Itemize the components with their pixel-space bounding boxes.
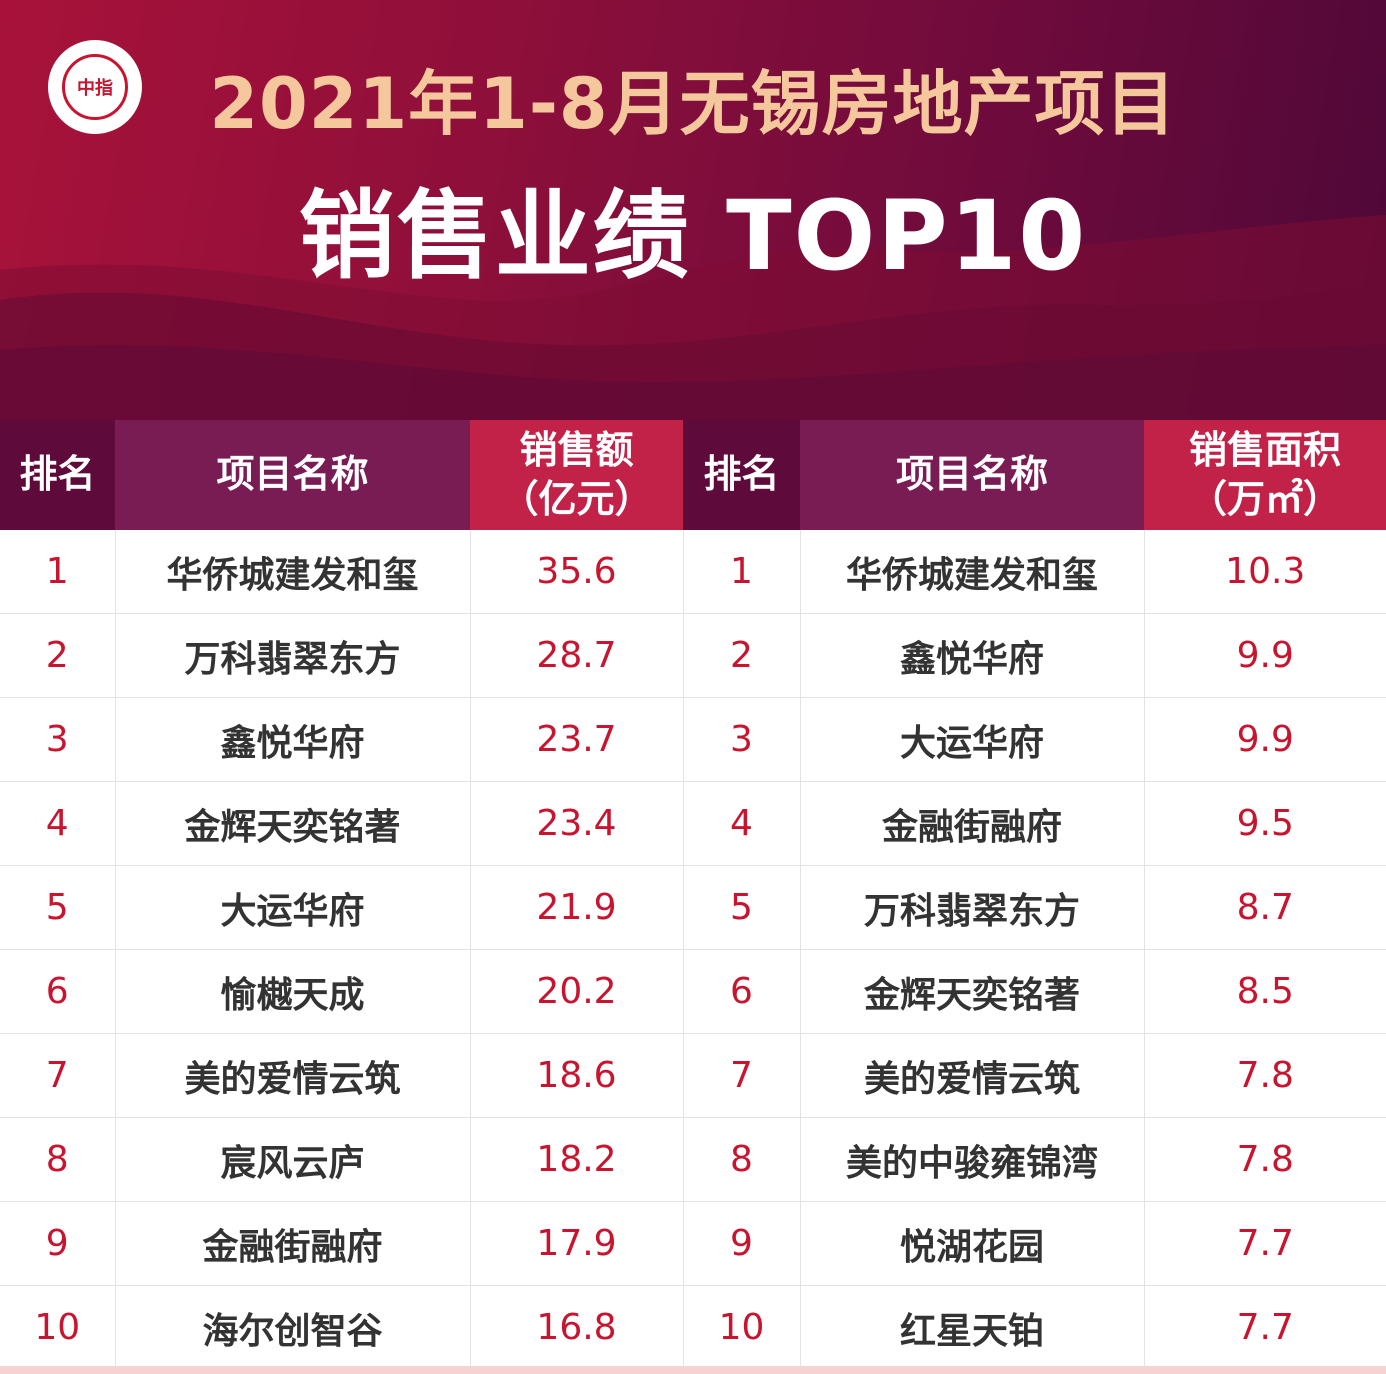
right-name-header: 项目名称 bbox=[800, 420, 1144, 530]
left-rank-cell: 1 bbox=[0, 530, 116, 614]
right-rank-cell: 5 bbox=[683, 865, 801, 950]
table-row: 1 华侨城建发和玺 35.6 1 华侨城建发和玺 10.3 bbox=[0, 530, 1386, 614]
right-sales-area: 9.5 bbox=[1144, 781, 1386, 866]
left-rank-header: 排名 bbox=[0, 420, 115, 530]
left-rank-cell: 4 bbox=[0, 781, 116, 866]
right-project-name: 红星天铂 bbox=[800, 1285, 1145, 1370]
right-value-header: 销售面积 （万㎡） bbox=[1144, 420, 1386, 530]
left-project-name: 大运华府 bbox=[115, 865, 471, 950]
right-rank-cell: 9 bbox=[683, 1201, 801, 1286]
left-rank-cell: 3 bbox=[0, 697, 116, 782]
right-sales-area: 7.8 bbox=[1144, 1117, 1386, 1202]
right-project-name: 金融街融府 bbox=[800, 781, 1145, 866]
left-rank-cell: 10 bbox=[0, 1285, 116, 1370]
right-rank-cell: 2 bbox=[683, 613, 801, 698]
left-project-name: 万科翡翠东方 bbox=[115, 613, 471, 698]
right-project-name: 鑫悦华府 bbox=[800, 613, 1145, 698]
bottom-accent-bar bbox=[0, 1366, 1386, 1374]
left-value-header-line2: （亿元） bbox=[500, 477, 653, 521]
right-rank-cell: 7 bbox=[683, 1033, 801, 1118]
left-sales-amount: 23.4 bbox=[470, 781, 684, 866]
left-project-name: 海尔创智谷 bbox=[115, 1285, 471, 1370]
right-sales-area: 7.7 bbox=[1144, 1201, 1386, 1286]
right-project-name: 金辉天奕铭著 bbox=[800, 949, 1145, 1034]
left-project-name: 金辉天奕铭著 bbox=[115, 781, 471, 866]
ranking-table: 排名 项目名称 销售额 （亿元） 排名 项目名称 销售面积 （万㎡） 1 华侨城建… bbox=[0, 420, 1386, 1370]
left-project-name: 华侨城建发和玺 bbox=[115, 530, 471, 614]
table-row: 6 愉樾天成 20.2 6 金辉天奕铭著 8.5 bbox=[0, 949, 1386, 1034]
right-rank-cell: 1 bbox=[683, 530, 801, 614]
left-project-name: 金融街融府 bbox=[115, 1201, 471, 1286]
right-project-name: 大运华府 bbox=[800, 697, 1145, 782]
right-sales-area: 8.5 bbox=[1144, 949, 1386, 1034]
right-rank-cell: 8 bbox=[683, 1117, 801, 1202]
left-rank-cell: 8 bbox=[0, 1117, 116, 1202]
left-value-header-line1: 销售额 bbox=[519, 427, 634, 472]
right-rank-cell: 6 bbox=[683, 949, 801, 1034]
table-row: 10 海尔创智谷 16.8 10 红星天铂 7.7 bbox=[0, 1285, 1386, 1370]
right-project-name: 美的中骏雍锦湾 bbox=[800, 1117, 1145, 1202]
left-rank-cell: 5 bbox=[0, 865, 116, 950]
left-sales-amount: 18.6 bbox=[470, 1033, 684, 1118]
left-sales-amount: 20.2 bbox=[470, 949, 684, 1034]
right-sales-area: 10.3 bbox=[1144, 530, 1386, 614]
left-sales-amount: 18.2 bbox=[470, 1117, 684, 1202]
header-banner: 中指 2021年1-8月无锡房地产项目 销售业绩 TOP10 bbox=[0, 0, 1386, 420]
left-sales-amount: 28.7 bbox=[470, 613, 684, 698]
right-value-header-line2: （万㎡） bbox=[1188, 477, 1341, 521]
table-row: 8 宸风云庐 18.2 8 美的中骏雍锦湾 7.8 bbox=[0, 1117, 1386, 1202]
table-body: 1 华侨城建发和玺 35.6 1 华侨城建发和玺 10.3 2 万科翡翠东方 28.7 2 鑫悦华府… bbox=[0, 530, 1386, 1370]
left-rank-cell: 7 bbox=[0, 1033, 116, 1118]
left-project-name: 愉樾天成 bbox=[115, 949, 471, 1034]
left-project-name: 鑫悦华府 bbox=[115, 697, 471, 782]
page-title: 2021年1-8月无锡房地产项目 bbox=[209, 63, 1177, 145]
brand-logo: 中指 bbox=[48, 40, 142, 134]
table-row: 7 美的爱情云筑 18.6 7 美的爱情云筑 7.8 bbox=[0, 1033, 1386, 1118]
left-rank-cell: 6 bbox=[0, 949, 116, 1034]
right-rank-cell: 3 bbox=[683, 697, 801, 782]
logo-seal-icon: 中指 bbox=[62, 54, 128, 120]
left-sales-amount: 17.9 bbox=[470, 1201, 684, 1286]
left-project-name: 美的爱情云筑 bbox=[115, 1033, 471, 1118]
logo-text: 中指 bbox=[77, 78, 113, 99]
left-name-header: 项目名称 bbox=[115, 420, 470, 530]
table-row: 5 大运华府 21.9 5 万科翡翠东方 8.7 bbox=[0, 865, 1386, 950]
right-project-name: 万科翡翠东方 bbox=[800, 865, 1145, 950]
right-project-name: 美的爱情云筑 bbox=[800, 1033, 1145, 1118]
table-row: 4 金辉天奕铭著 23.4 4 金融街融府 9.5 bbox=[0, 781, 1386, 866]
table-row: 3 鑫悦华府 23.7 3 大运华府 9.9 bbox=[0, 697, 1386, 782]
right-rank-header: 排名 bbox=[683, 420, 800, 530]
page-subtitle: 销售业绩 TOP10 bbox=[298, 180, 1088, 292]
left-rank-cell: 2 bbox=[0, 613, 116, 698]
header-wave-decoration bbox=[0, 215, 1386, 420]
left-sales-amount: 23.7 bbox=[470, 697, 684, 782]
table-row: 9 金融街融府 17.9 9 悦湖花园 7.7 bbox=[0, 1201, 1386, 1286]
right-sales-area: 9.9 bbox=[1144, 613, 1386, 698]
left-sales-amount: 21.9 bbox=[470, 865, 684, 950]
right-sales-area: 7.8 bbox=[1144, 1033, 1386, 1118]
right-rank-cell: 10 bbox=[683, 1285, 801, 1370]
left-sales-amount: 16.8 bbox=[470, 1285, 684, 1370]
left-sales-amount: 35.6 bbox=[470, 530, 684, 614]
table-row: 2 万科翡翠东方 28.7 2 鑫悦华府 9.9 bbox=[0, 613, 1386, 698]
right-sales-area: 8.7 bbox=[1144, 865, 1386, 950]
left-value-header: 销售额 （亿元） bbox=[470, 420, 683, 530]
right-project-name: 悦湖花园 bbox=[800, 1201, 1145, 1286]
right-value-header-line1: 销售面积 bbox=[1188, 427, 1341, 472]
left-rank-cell: 9 bbox=[0, 1201, 116, 1286]
left-project-name: 宸风云庐 bbox=[115, 1117, 471, 1202]
table-header-row: 排名 项目名称 销售额 （亿元） 排名 项目名称 销售面积 （万㎡） bbox=[0, 420, 1386, 530]
right-project-name: 华侨城建发和玺 bbox=[800, 530, 1145, 614]
right-sales-area: 9.9 bbox=[1144, 697, 1386, 782]
right-sales-area: 7.7 bbox=[1144, 1285, 1386, 1370]
right-rank-cell: 4 bbox=[683, 781, 801, 866]
